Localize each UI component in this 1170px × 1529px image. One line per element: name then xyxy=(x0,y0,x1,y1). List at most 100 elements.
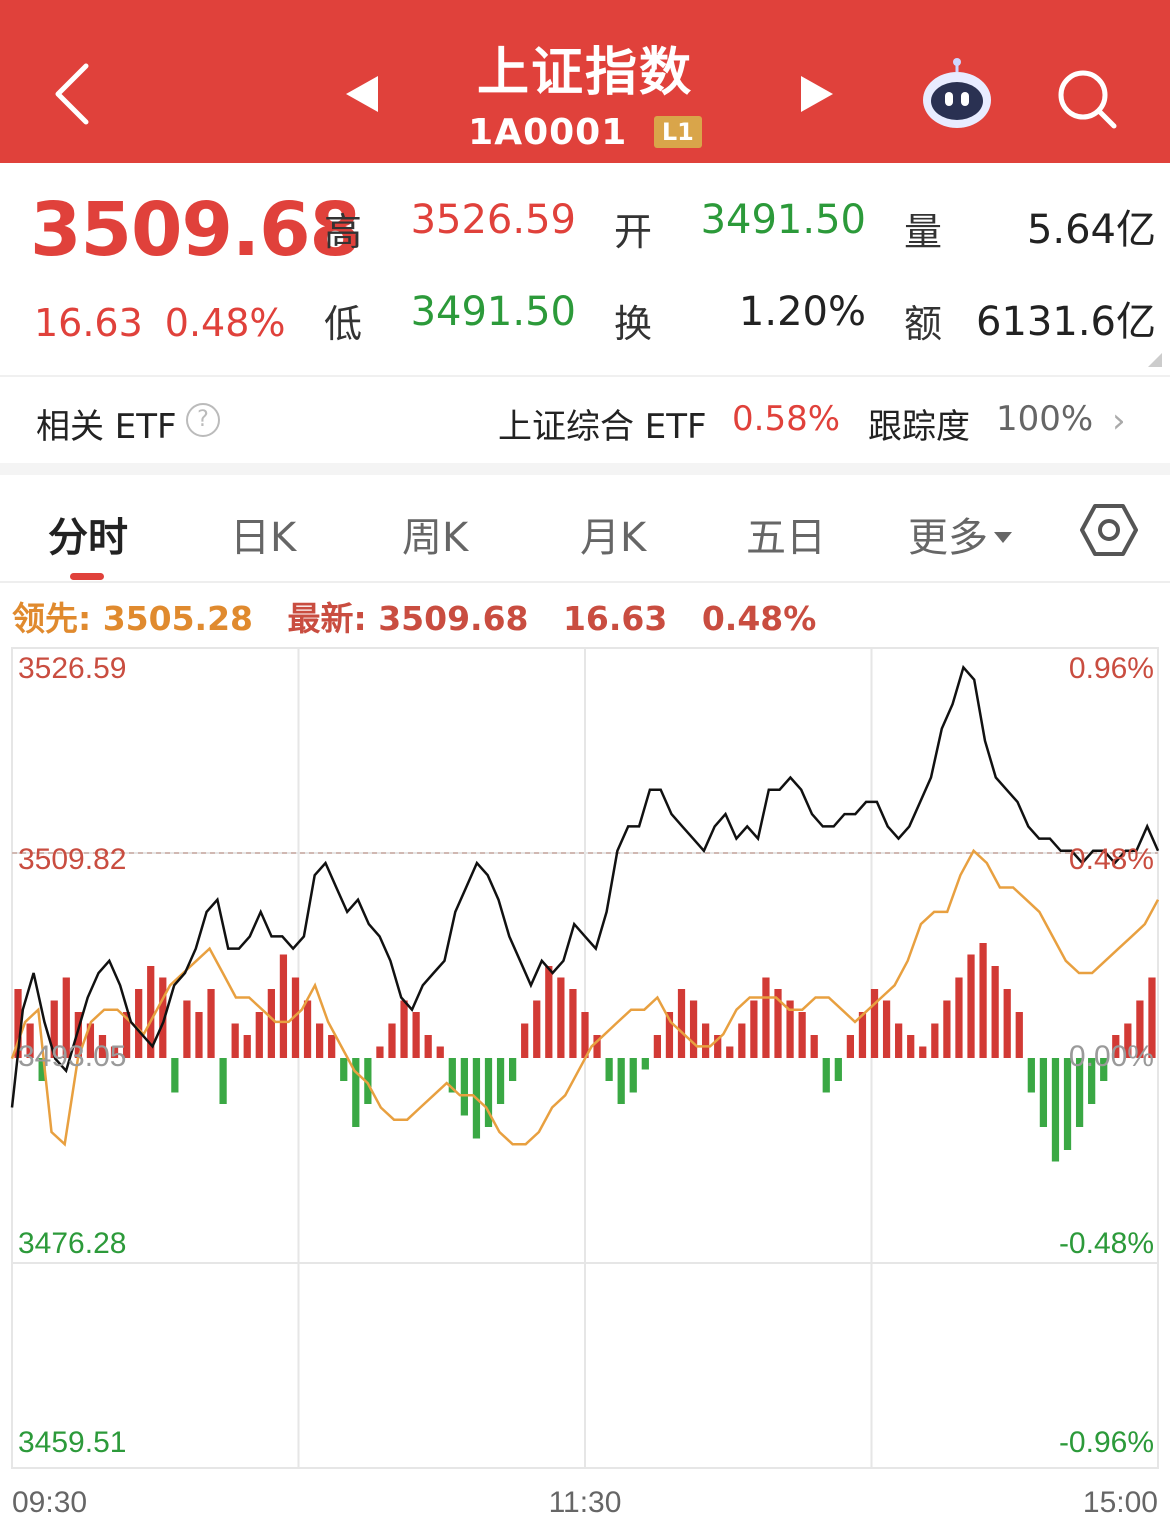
volume-bar xyxy=(460,1058,468,1116)
volume-bar xyxy=(38,1058,46,1081)
y-tick-right: 0.48% xyxy=(1069,843,1154,876)
axis-labels: 3526.59 3509.82 3493.05 3476.28 3459.51 0.96%… xyxy=(12,652,1158,1519)
volume-bar xyxy=(581,1012,589,1058)
y-tick-left: 3493.05 xyxy=(18,1040,126,1073)
robot-assistant-icon[interactable] xyxy=(918,58,996,130)
volume-bar xyxy=(557,977,565,1058)
volume-bar xyxy=(798,1012,806,1058)
tracking-label: 跟踪度 xyxy=(868,407,970,447)
settings-icon[interactable] xyxy=(1080,501,1138,559)
volume-bar xyxy=(255,1012,263,1058)
open-value: 3491.50 xyxy=(700,197,866,243)
high-value: 3526.59 xyxy=(410,197,576,243)
volume-bar xyxy=(50,1000,58,1058)
volume-bar xyxy=(750,1000,758,1058)
volume-bar xyxy=(967,954,975,1058)
y-tick-left: 3476.28 xyxy=(18,1227,126,1260)
tab-more[interactable]: 更多 xyxy=(908,505,1012,563)
volume-bar xyxy=(62,977,70,1058)
volume-bar xyxy=(496,1058,505,1104)
volume-bar xyxy=(665,1012,674,1058)
volume-bar xyxy=(545,966,553,1058)
volume-bar xyxy=(738,1023,746,1058)
volume-bar xyxy=(677,989,686,1058)
volume-bar xyxy=(810,1035,818,1058)
volume-bar xyxy=(400,1000,408,1058)
help-icon[interactable]: ? xyxy=(186,403,220,437)
volume-bar xyxy=(726,1046,734,1058)
tab-weekly-k[interactable]: 周K xyxy=(402,515,469,561)
volume-bar xyxy=(448,1058,456,1093)
volume-bar xyxy=(822,1058,830,1093)
volume-bar xyxy=(919,1046,927,1058)
volume-bar xyxy=(328,1035,336,1058)
volume-bar xyxy=(1051,1058,1060,1162)
high-label: 高 xyxy=(324,210,363,254)
volume-bar xyxy=(484,1058,493,1127)
amount-value: 6131.6亿 xyxy=(976,299,1156,345)
intraday-chart[interactable]: 3526.59 3509.82 3493.05 3476.28 3459.51 0.96%… xyxy=(0,640,1170,1529)
volume-bar xyxy=(74,1012,82,1058)
volume-bars xyxy=(14,943,1156,1162)
volume-bar xyxy=(955,977,963,1058)
volume-bar xyxy=(943,1000,951,1058)
search-icon[interactable] xyxy=(1052,64,1122,134)
chart-info-line: 领先: 3505.28 最新: 3509.68 16.63 0.48% xyxy=(12,592,816,640)
volume-bar xyxy=(14,989,22,1058)
volume-bar xyxy=(388,1023,396,1058)
leading-line xyxy=(10,848,1160,1147)
related-etf-row[interactable]: 相关 ETF ? 上证综合 ETF 0.58% 跟踪度 100% › xyxy=(0,375,1170,463)
volume-bar xyxy=(870,989,879,1058)
tab-intraday[interactable]: 分时 xyxy=(48,515,128,561)
price-change: 16.63 0.48% xyxy=(34,301,308,345)
volume-bar xyxy=(834,1058,842,1081)
prev-stock-icon[interactable] xyxy=(340,72,384,116)
amount-label: 额 xyxy=(904,302,943,346)
active-tab-indicator xyxy=(70,573,104,580)
volume-bar xyxy=(291,977,300,1058)
volume-bar xyxy=(352,1058,360,1127)
tab-daily-k[interactable]: 日K xyxy=(230,515,297,561)
tab-more-label: 更多 xyxy=(908,515,988,561)
next-stock-icon[interactable] xyxy=(795,72,839,116)
stock-code: 1A0001 xyxy=(468,111,628,153)
volume-value: 5.64亿 xyxy=(1026,207,1156,253)
change-percent: 0.48% xyxy=(164,301,286,345)
tracking-value: 100% xyxy=(996,399,1094,439)
volume-bar xyxy=(1027,1058,1035,1093)
y-tick-left: 3526.59 xyxy=(18,652,126,685)
volume-bar xyxy=(858,1012,867,1058)
low-label: 低 xyxy=(324,302,363,346)
volume-bar xyxy=(533,1000,541,1058)
volume-bar xyxy=(207,989,215,1058)
volume-bar xyxy=(159,977,167,1058)
back-arrow-icon[interactable] xyxy=(44,58,104,130)
y-tick-right: -0.48% xyxy=(1059,1227,1154,1260)
expand-corner-icon[interactable] xyxy=(1148,353,1162,367)
volume-bar xyxy=(1063,1058,1072,1150)
tab-monthly-k[interactable]: 月K xyxy=(580,515,647,561)
volume-bar xyxy=(267,989,275,1058)
leading-label: 领先: xyxy=(12,599,92,638)
volume-bar xyxy=(1088,1058,1096,1104)
volume-bar xyxy=(86,1023,95,1058)
volume-bar xyxy=(653,1035,661,1058)
y-tick-right: -0.96% xyxy=(1059,1426,1154,1459)
volume-bar xyxy=(593,1035,601,1058)
price-line xyxy=(10,664,1160,1108)
volume-bar xyxy=(412,1012,420,1058)
volume-bar xyxy=(135,989,143,1058)
volume-bar xyxy=(110,1046,119,1058)
volume-bar xyxy=(340,1058,348,1081)
volume-bar xyxy=(436,1046,444,1058)
volume-bar xyxy=(376,1046,384,1058)
y-tick-left: 3459.51 xyxy=(18,1426,126,1459)
volume-bar xyxy=(569,989,577,1058)
chevron-right-icon[interactable]: › xyxy=(1112,401,1126,441)
volume-bar xyxy=(1148,977,1156,1058)
tab-five-day[interactable]: 五日 xyxy=(746,515,826,561)
volume-label: 量 xyxy=(904,210,943,254)
volume-bar xyxy=(617,1058,625,1104)
volume-bar xyxy=(979,943,987,1058)
volume-bar xyxy=(882,1000,891,1058)
